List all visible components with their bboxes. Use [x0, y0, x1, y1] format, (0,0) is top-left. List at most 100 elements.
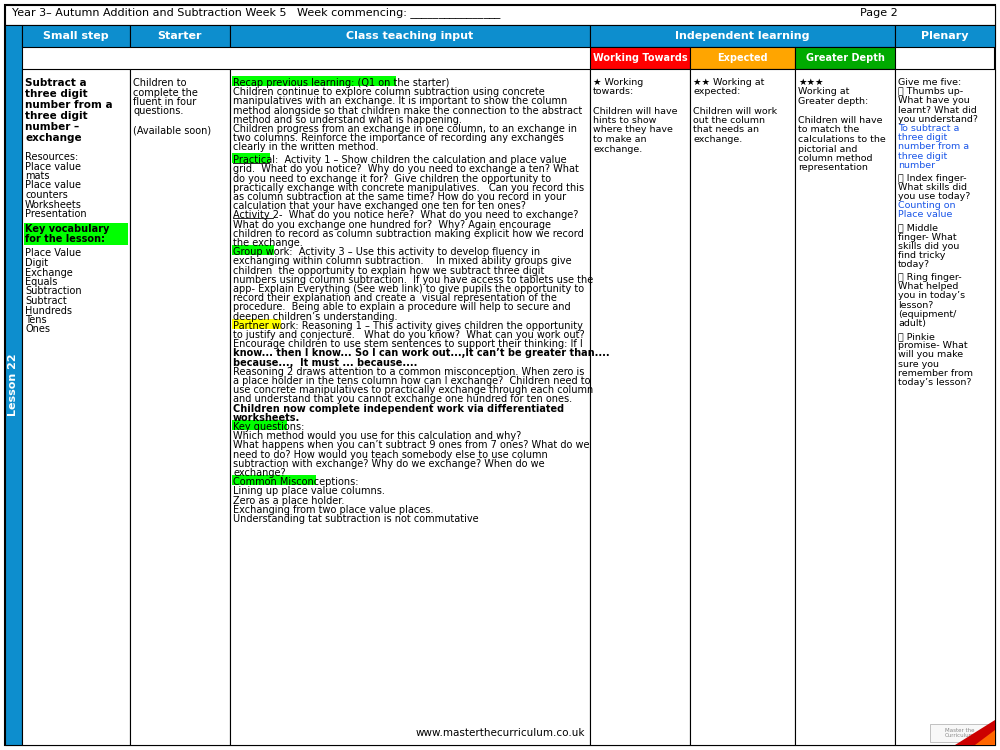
Text: (equipment/: (equipment/	[898, 310, 956, 319]
Text: Common Misconceptions:: Common Misconceptions:	[233, 477, 358, 488]
Text: clearly in the written method.: clearly in the written method.	[233, 142, 379, 152]
Text: out the column: out the column	[693, 116, 765, 125]
Text: you in today’s: you in today’s	[898, 292, 965, 301]
Text: ★ Working: ★ Working	[593, 78, 643, 87]
Text: Digit: Digit	[25, 258, 48, 268]
Text: as column subtraction at the same time? How do you record in your: as column subtraction at the same time? …	[233, 192, 566, 202]
Text: to match the: to match the	[798, 125, 859, 134]
Text: Resources:: Resources:	[25, 152, 78, 162]
Text: (Available soon): (Available soon)	[133, 125, 211, 136]
Text: will you make: will you make	[898, 350, 963, 359]
Text: Reasoning 2 draws attention to a common misconception. When zero is: Reasoning 2 draws attention to a common …	[233, 367, 584, 377]
Text: questions.: questions.	[133, 106, 183, 116]
Text: Starter: Starter	[158, 31, 202, 41]
Text: What have you: What have you	[898, 97, 970, 106]
Text: a place holder in the tens column how can I exchange?  Children need to: a place holder in the tens column how ca…	[233, 376, 590, 386]
Text: calculations to the: calculations to the	[798, 135, 886, 144]
Bar	[24, 223, 128, 245]
Text: calculation that your have exchanged one ten for ten ones?: calculation that your have exchanged one…	[233, 201, 526, 211]
Text: complete the: complete the	[133, 88, 198, 98]
Text: learnt? What did: learnt? What did	[898, 106, 977, 115]
Text: today’s lesson?: today’s lesson?	[898, 378, 972, 387]
Text: Exchange: Exchange	[25, 268, 73, 278]
Text: find tricky: find tricky	[898, 251, 945, 260]
Text: What skills did: What skills did	[898, 183, 967, 192]
Bar	[232, 319, 281, 329]
Text: to make an: to make an	[593, 135, 646, 144]
Text: because...,  It must ... because....: because..., It must ... because....	[233, 358, 417, 368]
Text: Hundreds: Hundreds	[25, 305, 72, 316]
Text: manipulatives with an exchange. It is important to show the column: manipulatives with an exchange. It is im…	[233, 97, 567, 106]
Text: exchange?: exchange?	[233, 468, 286, 478]
Text: Ⓛ Pinkie: Ⓛ Pinkie	[898, 332, 935, 341]
Text: Ⓘ Index finger-: Ⓘ Index finger-	[898, 174, 966, 183]
Text: grid.  What do you notice?  Why do you need to exchange a ten? What: grid. What do you notice? Why do you nee…	[233, 164, 579, 175]
Text: Children will have: Children will have	[593, 106, 678, 116]
Bar	[232, 420, 287, 430]
Text: ★★ Working at: ★★ Working at	[693, 78, 764, 87]
Text: Subtract a: Subtract a	[25, 78, 87, 88]
Text: Place value: Place value	[25, 161, 81, 172]
Text: fluent in four: fluent in four	[133, 97, 196, 107]
Text: Working at: Working at	[798, 88, 849, 97]
Text: column method: column method	[798, 154, 872, 163]
Text: Zero as a place holder.: Zero as a place holder.	[233, 496, 344, 506]
Text: today?: today?	[898, 260, 930, 269]
Text: sure you: sure you	[898, 359, 939, 368]
Text: Children continue to explore column subtraction using concrete: Children continue to explore column subt…	[233, 87, 545, 98]
Text: Give me five:: Give me five:	[898, 78, 961, 87]
Text: need to do? How would you teach somebody else to use column: need to do? How would you teach somebody…	[233, 450, 548, 460]
Bar	[230, 69, 590, 745]
Text: Place value: Place value	[25, 181, 81, 190]
Bar	[895, 69, 995, 745]
Text: promise- What: promise- What	[898, 341, 968, 350]
Bar	[130, 69, 230, 745]
Text: Practical:  Activity 1 – Show children the calculation and place value: Practical: Activity 1 – Show children th…	[233, 155, 567, 165]
Bar	[130, 25, 230, 47]
Text: children  the opportunity to explain how we subtract three digit: children the opportunity to explain how …	[233, 266, 544, 276]
Text: www.masterthecurriculum.co.uk: www.masterthecurriculum.co.uk	[415, 728, 585, 738]
Text: Master the
Curriculum: Master the Curriculum	[945, 728, 975, 739]
Text: towards:: towards:	[593, 88, 634, 97]
Text: number from a: number from a	[898, 142, 969, 152]
Text: method alongside so that children make the connection to the abstract: method alongside so that children make t…	[233, 106, 582, 116]
Bar	[22, 25, 130, 47]
Text: Subtract: Subtract	[25, 296, 67, 306]
Text: lesson?: lesson?	[898, 301, 933, 310]
Text: Which method would you use for this calculation and why?: Which method would you use for this calc…	[233, 431, 521, 441]
Bar	[232, 245, 274, 255]
Text: three digit: three digit	[898, 134, 947, 142]
Text: exchange.: exchange.	[693, 135, 742, 144]
Bar	[232, 76, 396, 86]
Text: Ⓨ Thumbs up-: Ⓨ Thumbs up-	[898, 87, 963, 96]
Text: number: number	[898, 160, 935, 170]
Text: Worksheets: Worksheets	[25, 200, 82, 209]
Text: you understand?: you understand?	[898, 115, 978, 124]
Text: Lesson 22: Lesson 22	[8, 354, 18, 416]
Text: three digit: three digit	[25, 111, 88, 121]
Text: Activity 2-  What do you notice here?  What do you need to exchange?: Activity 2- What do you notice here? Wha…	[233, 211, 578, 220]
Text: you use today?: you use today?	[898, 192, 970, 201]
Text: Small step: Small step	[43, 31, 109, 41]
Text: and understand that you cannot exchange one hundred for ten ones.: and understand that you cannot exchange …	[233, 394, 572, 404]
Text: What helped: What helped	[898, 282, 958, 291]
Polygon shape	[975, 730, 995, 745]
Text: Ⓙ Middle: Ⓙ Middle	[898, 224, 938, 232]
Bar	[232, 476, 316, 485]
Text: Understanding tat subtraction is not commutative: Understanding tat subtraction is not com…	[233, 514, 479, 524]
Text: do you need to exchange it for?  Give children the opportunity to: do you need to exchange it for? Give chi…	[233, 174, 551, 184]
Text: procedure.  Being able to explain a procedure will help to secure and: procedure. Being able to explain a proce…	[233, 302, 571, 313]
Text: Place value: Place value	[898, 211, 952, 220]
Text: expected:: expected:	[693, 88, 740, 97]
Text: exchange: exchange	[25, 133, 82, 143]
Bar	[895, 25, 995, 47]
Text: use concrete manipulatives to practically exchange through each column: use concrete manipulatives to practicall…	[233, 386, 593, 395]
Text: for the lesson:: for the lesson:	[25, 235, 105, 244]
Bar	[22, 69, 130, 745]
Text: the exchange.: the exchange.	[233, 238, 303, 248]
Bar	[590, 69, 690, 745]
Text: subtraction with exchange? Why do we exchange? When do we: subtraction with exchange? Why do we exc…	[233, 459, 545, 469]
Text: mats: mats	[25, 171, 50, 181]
Text: numbers using column subtraction.  If you have access to tablets use the: numbers using column subtraction. If you…	[233, 275, 593, 285]
Bar	[930, 724, 990, 742]
